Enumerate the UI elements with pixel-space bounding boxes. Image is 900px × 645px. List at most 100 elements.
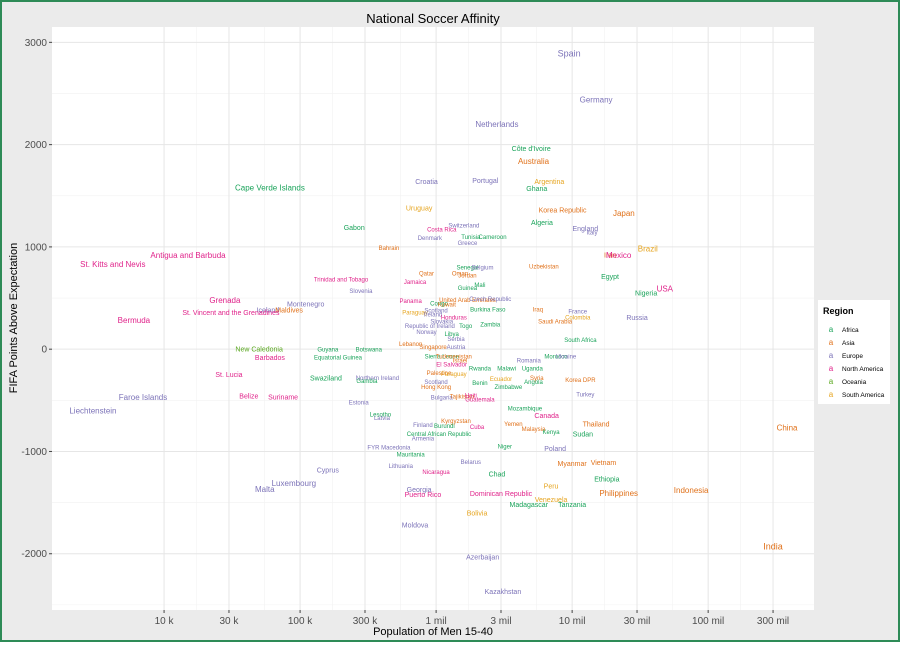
chart-title: National Soccer Affinity: [366, 11, 500, 26]
legend-key: a: [829, 377, 834, 386]
country-label: Singapore: [419, 345, 447, 351]
country-label: Burkina Faso: [470, 307, 506, 313]
country-label: Egypt: [601, 274, 619, 281]
country-label: Argentina: [534, 179, 564, 186]
country-label: St. Kitts and Nevis: [80, 260, 145, 269]
country-label: El Salvador: [436, 363, 467, 369]
country-label: Denmark: [418, 236, 443, 242]
country-label: Jordan: [458, 274, 476, 280]
country-label: Austria: [447, 345, 466, 351]
country-label: Paraguay: [441, 372, 467, 378]
country-label: Colombia: [565, 316, 591, 322]
country-label: Estonia: [349, 400, 370, 406]
country-label: Mauritania: [397, 453, 426, 459]
country-label: Switzerland: [448, 224, 479, 230]
country-label: Faroe Islands: [119, 393, 167, 402]
y-axis-label: FIFA Points Above Expectation: [8, 243, 20, 393]
country-label: Libya: [444, 332, 459, 338]
country-label: Portugal: [472, 178, 499, 185]
x-axis-label: Population of Men 15-40: [373, 626, 493, 638]
country-label: Mexico: [606, 251, 632, 260]
country-label: Tajikistan: [450, 394, 475, 400]
x-tick-label: 300 k: [353, 616, 378, 627]
country-label: Honduras: [441, 316, 467, 322]
legend-label: Africa: [842, 327, 859, 334]
x-axis-ticks: 10 k 30 k 100 k 300 k 1 mil 3 mil 10 mil 30 mil…: [155, 610, 789, 627]
country-label: Lithuania: [389, 464, 414, 470]
country-label: Netherlands: [475, 120, 518, 129]
country-label: Greece: [458, 241, 478, 247]
country-label: USA: [657, 285, 674, 294]
country-label: Central African Republic: [407, 432, 471, 438]
country-label: Belize: [239, 394, 258, 401]
y-tick-label: 2000: [25, 140, 48, 151]
country-label: Gambia: [356, 379, 378, 385]
country-label: Luxembourg: [272, 479, 316, 488]
country-label: Israel: [453, 359, 468, 365]
country-label: Costa Rica: [427, 228, 457, 234]
country-label: Swaziland: [310, 375, 342, 382]
country-label: Iceland: [257, 307, 280, 314]
legend-label: North America: [842, 366, 884, 373]
country-label: Uzbekistan: [529, 264, 559, 270]
country-label: Bermuda: [118, 316, 151, 325]
country-label: Angola: [524, 380, 543, 386]
country-label: Venezuela: [535, 497, 568, 504]
country-label: St. Vincent and the Grenadines: [182, 310, 280, 317]
legend-items: a Africa a Asia a Europe a North America a Oceani…: [829, 325, 885, 399]
x-tick-label: 100 k: [288, 616, 313, 627]
country-label: Tanzania: [558, 502, 586, 509]
country-label: Korea DPR: [565, 378, 596, 384]
country-label: Latvia: [374, 416, 391, 422]
country-label: Northern Ireland: [356, 376, 399, 382]
country-label: Qatar: [419, 272, 434, 278]
legend-label: South America: [842, 392, 885, 399]
country-label: Finland: [413, 423, 433, 429]
legend-box: [818, 300, 890, 404]
country-label: Turkey: [576, 392, 594, 398]
y-tick-label: 0: [41, 345, 47, 356]
country-label: Montenegro: [287, 302, 324, 309]
country-label: Norway: [416, 330, 436, 336]
country-label: Cameroon: [479, 235, 507, 241]
country-label: Morocco: [544, 354, 568, 360]
country-label: Maldives: [275, 307, 303, 314]
country-label: Russia: [626, 315, 648, 322]
country-label: Ghana: [526, 186, 547, 193]
country-label: Sierra Leone: [425, 354, 460, 360]
country-label: Ethiopia: [594, 477, 619, 484]
y-tick-label: 3000: [25, 38, 48, 49]
country-label: Mali: [474, 283, 485, 289]
country-label: Saudi Arabia: [538, 320, 573, 326]
country-label: China: [777, 424, 798, 433]
country-label: Slovenia: [349, 289, 373, 295]
country-label: Turkmenistan: [436, 354, 472, 360]
country-label: Italy: [587, 231, 598, 237]
country-label: Cyprus: [317, 467, 340, 474]
country-label: Scotland: [424, 308, 447, 314]
y-tick-label: -2000: [21, 549, 47, 560]
country-label: Malta: [255, 485, 275, 494]
country-label: Georgia: [407, 487, 432, 494]
x-tick-label: 10 mil: [559, 616, 586, 627]
country-label: Guinea: [458, 286, 478, 292]
country-label: Japan: [613, 209, 635, 218]
country-label: Hong Kong: [421, 385, 451, 391]
country-labels: Spain Germany Netherlands Côte d'Ivoire Aust…: [69, 49, 798, 596]
country-label: Scotland: [424, 380, 447, 386]
country-label: Zambia: [480, 323, 501, 329]
country-label: Tunisia: [461, 235, 481, 241]
legend-title: Region: [823, 306, 854, 316]
country-label: Croatia: [415, 179, 438, 186]
country-label: Kuwait: [438, 302, 456, 308]
legend-key: a: [829, 351, 834, 360]
country-label: St. Lucia: [215, 372, 242, 379]
country-label: Czech Republic: [469, 297, 511, 303]
grid-lines: [52, 27, 814, 610]
country-label: Brazil: [638, 245, 658, 254]
country-label: France: [568, 309, 587, 315]
country-label: England: [572, 226, 598, 233]
country-label: Niger: [498, 444, 512, 450]
country-label: Paraguay: [402, 310, 428, 316]
